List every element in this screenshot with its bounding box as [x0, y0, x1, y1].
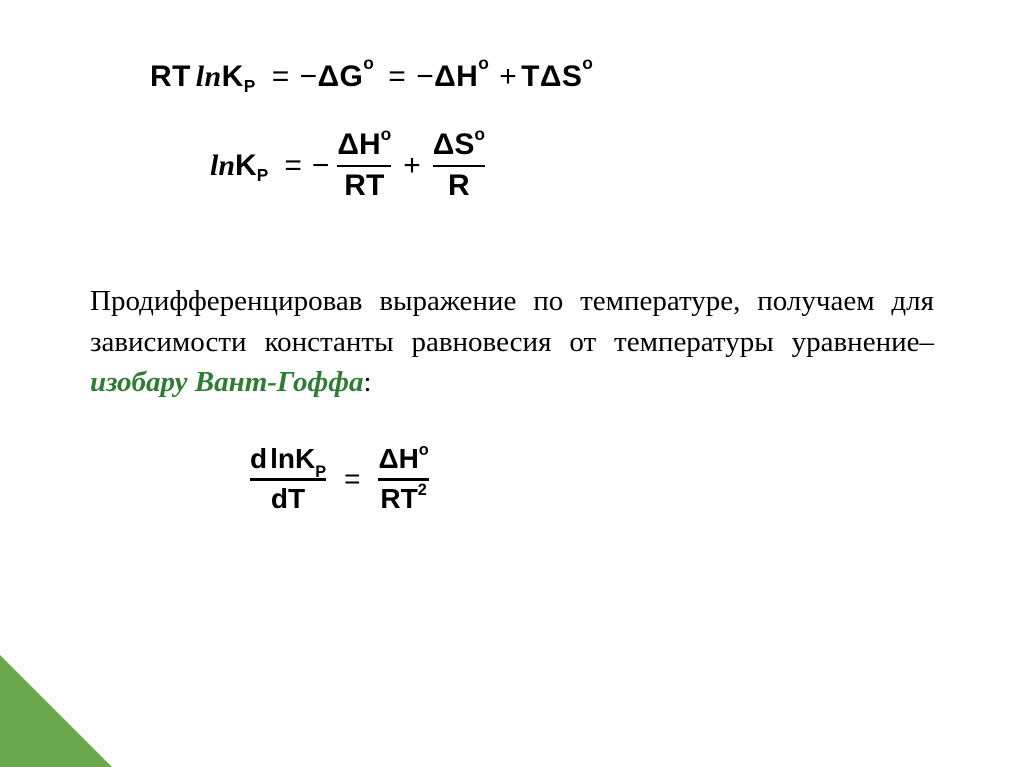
eq3-H: H: [399, 443, 419, 475]
slide: RT ln K P = − Δ G o = − Δ H o +: [0, 0, 1024, 767]
eq1-eq2: =: [388, 60, 406, 94]
eq3-ln: ln: [270, 443, 295, 475]
eq2-K: K: [235, 149, 257, 183]
eq2-RT: RT: [344, 169, 384, 204]
eq1-degH: o: [478, 53, 489, 74]
eq1-degS: o: [582, 53, 593, 74]
eq1-ln: ln: [196, 60, 222, 94]
eq3-subP: P: [315, 463, 326, 482]
eq2-H: H: [359, 128, 381, 163]
eq2-minus: −: [312, 149, 330, 183]
eq1-delta2: Δ: [434, 60, 456, 94]
eq3-frac-left: dlnKP dT: [250, 443, 326, 516]
eq2-delta2: Δ: [433, 128, 455, 163]
paragraph: Продифференцировав выражение по температ…: [90, 281, 934, 403]
eq2-frac2: ΔSo R: [433, 128, 485, 203]
corner-triangle: [0, 655, 112, 767]
eq2-R: R: [448, 169, 470, 204]
eq2-degS: o: [474, 124, 485, 144]
eq2-ln: ln: [210, 149, 235, 183]
equation-3: dlnKP dT = ΔHo RT2: [250, 443, 934, 516]
eq1-H: H: [456, 60, 478, 94]
eq2-S: S: [454, 128, 474, 163]
eq1-K: K: [222, 60, 244, 94]
eq3-K: K: [295, 443, 315, 475]
eq1-plus: +: [499, 60, 517, 94]
eq3-RT: RT: [380, 483, 417, 515]
eq1-subP: P: [244, 76, 256, 97]
eq1-minus1: −: [300, 60, 318, 94]
eq3-d: d: [250, 443, 267, 475]
eq1-RT: RT: [150, 60, 191, 94]
eq2-eq: =: [284, 149, 302, 183]
eq3-frac-right: ΔHo RT2: [378, 443, 428, 516]
para-text-after: :: [363, 366, 371, 398]
eq1-degG: o: [363, 53, 374, 74]
eq3-degH: o: [419, 441, 429, 460]
para-emphasis: изобару Вант-Гоффа: [90, 366, 363, 398]
eq2-delta1: Δ: [337, 128, 359, 163]
eq3-delta: Δ: [378, 443, 398, 475]
eq2-degH: o: [381, 124, 392, 144]
eq3-dT: dT: [271, 483, 305, 515]
equations-block: RT ln K P = − Δ G o = − Δ H o +: [90, 60, 934, 203]
eq1-eq1: =: [272, 60, 290, 94]
eq3-eq: =: [344, 463, 360, 495]
eq2-frac1: ΔHo RT: [337, 128, 391, 203]
eq1-delta3: Δ: [540, 60, 562, 94]
eq2-plus: +: [403, 149, 421, 183]
equation-1: RT ln K P = − Δ G o = − Δ H o +: [150, 60, 934, 94]
eq2-subP: P: [257, 165, 269, 186]
equation-2: ln K P = − ΔHo RT +: [210, 128, 934, 203]
eq1-T: T: [521, 60, 540, 94]
eq1-G: G: [340, 60, 364, 94]
eq1-S: S: [562, 60, 582, 94]
eq3-sq: 2: [418, 481, 427, 500]
para-text-before: Продифференцировав выражение по температ…: [90, 285, 934, 358]
eq1-delta1: Δ: [318, 60, 340, 94]
eq1-minus2: −: [416, 60, 434, 94]
